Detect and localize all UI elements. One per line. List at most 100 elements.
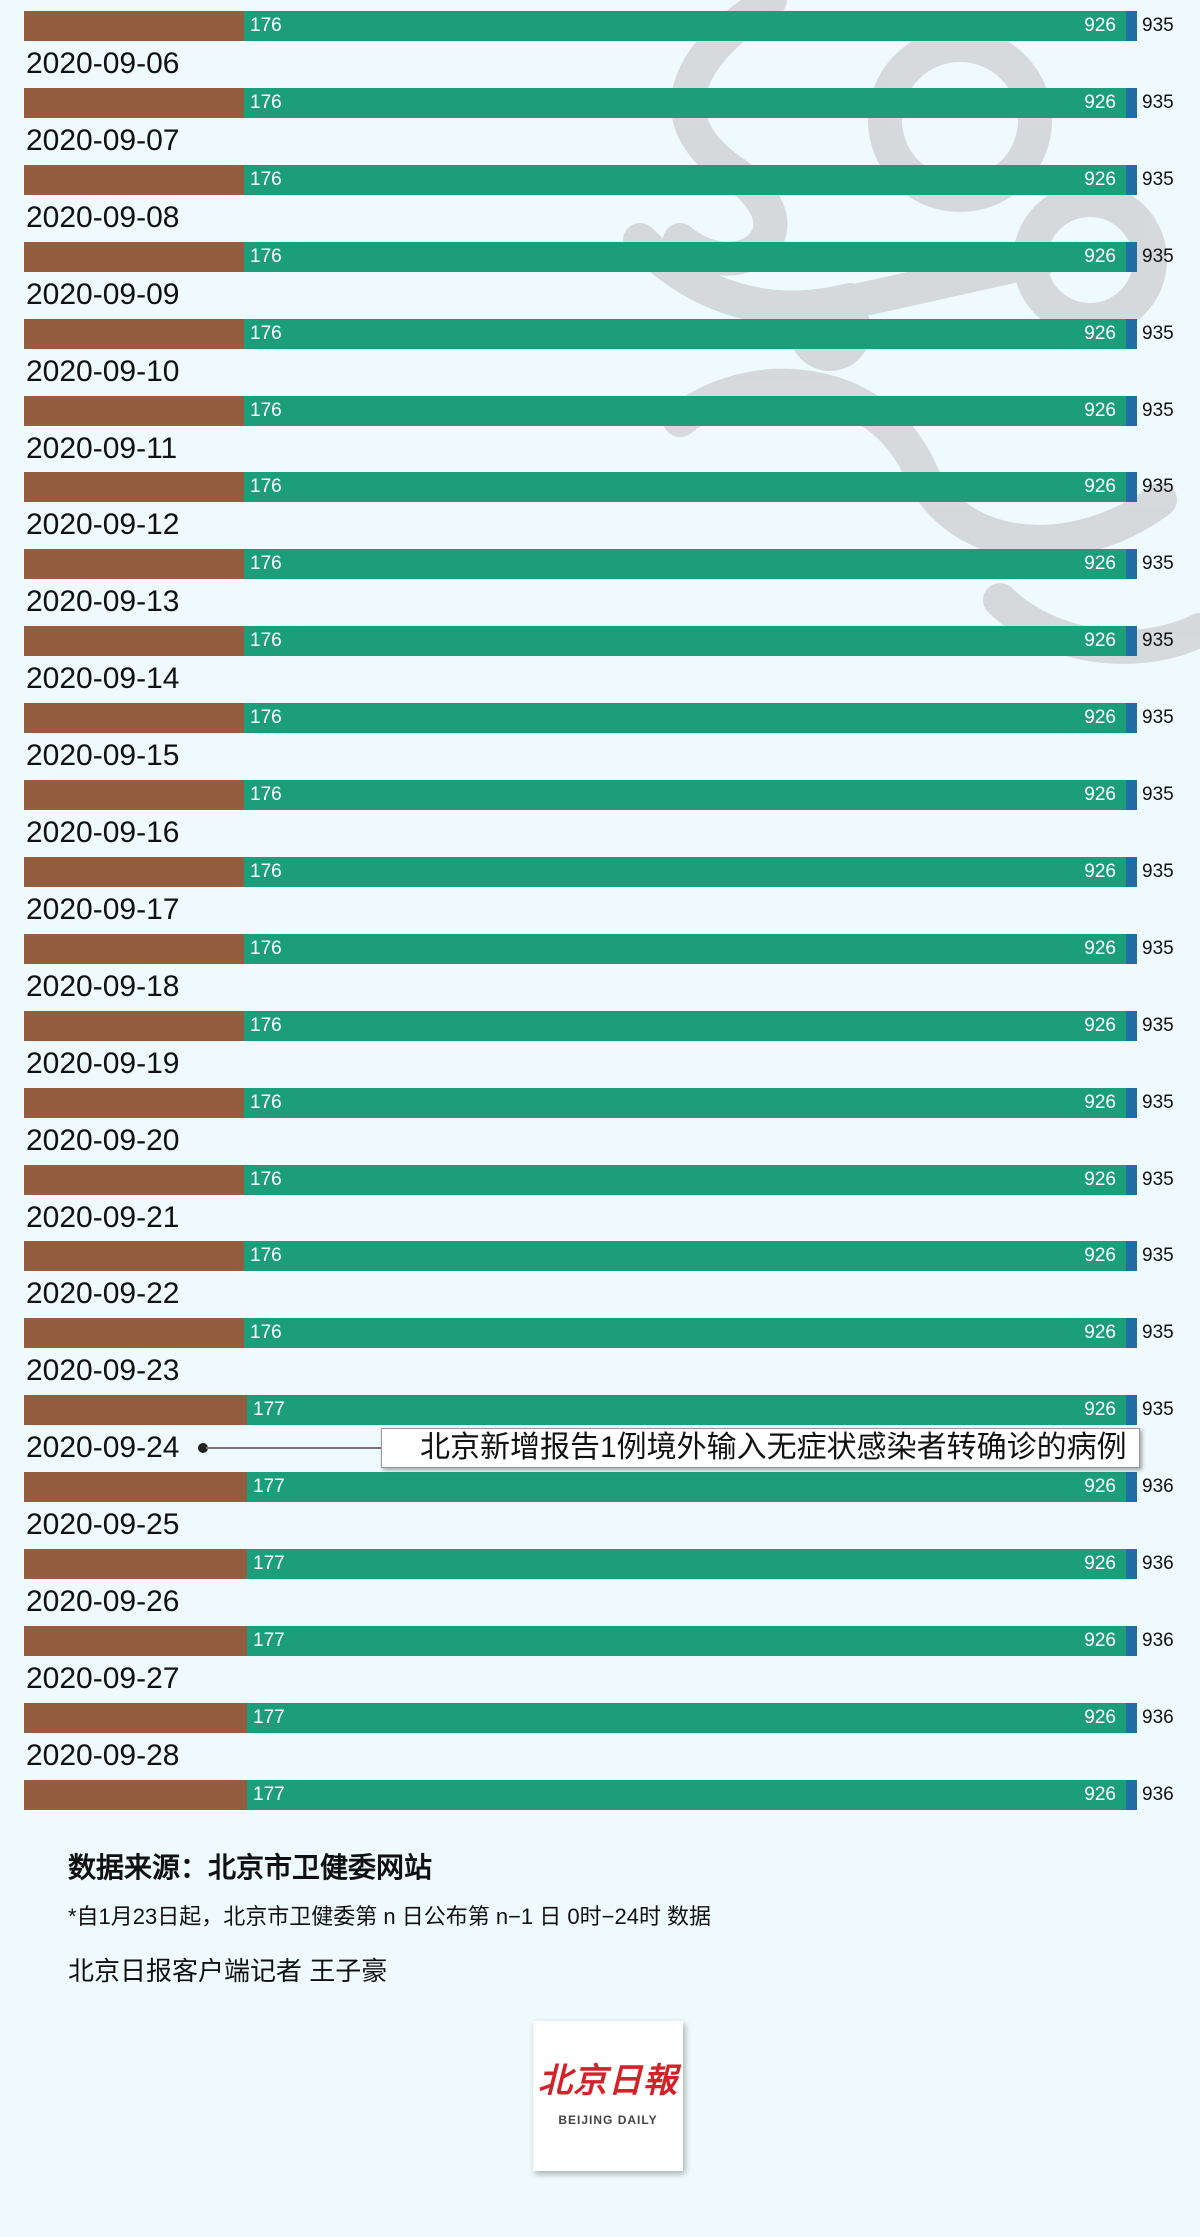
bar-total-label: 935 [1142, 1014, 1174, 1036]
bar-segment-blue [1126, 395, 1137, 426]
bar-segment-brown [24, 1779, 247, 1810]
date-label: 2020-09-18 [26, 969, 180, 1003]
bar-segment-brown [24, 1010, 244, 1041]
bar-value-label: 177 [253, 1399, 285, 1421]
bar-segment-brown [24, 1702, 247, 1733]
bar-segment-green [244, 1087, 1126, 1118]
bar-segment-brown [24, 1625, 247, 1656]
bar-segment-brown [24, 933, 244, 964]
stacked-bar: 177 926 936 [24, 1702, 1174, 1733]
bar-value-label: 926 [1084, 937, 1116, 959]
bar-value-label: 176 [250, 630, 282, 652]
bar-total-label: 936 [1142, 1706, 1174, 1728]
bar-value-label: 177 [253, 1783, 285, 1805]
bar-segment-brown [24, 856, 244, 887]
bar-segment-green [244, 318, 1126, 349]
bar-segment-green [244, 11, 1126, 41]
bar-total-label: 935 [1142, 630, 1174, 652]
bar-value-label: 176 [250, 1168, 282, 1190]
stacked-bar: 176 926 935 [24, 318, 1174, 349]
bar-value-label: 926 [1084, 707, 1116, 729]
bar-total-label: 935 [1142, 1245, 1174, 1267]
bar-total-label: 936 [1142, 1553, 1174, 1574]
bar-segment-green [247, 1625, 1126, 1656]
bar-value-label: 176 [250, 860, 282, 882]
date-label: 2020-09-13 [26, 585, 180, 619]
annotation-leader-line [206, 1447, 382, 1450]
bar-segment-brown [24, 87, 244, 118]
bar-total-label: 936 [1142, 1476, 1174, 1498]
stacked-bar: 177 926 936 [24, 1625, 1174, 1656]
bar-value-label: 926 [1084, 1399, 1116, 1421]
bar-segment-brown [24, 11, 244, 41]
bar-value-label: 176 [250, 15, 282, 36]
stacked-bar: 176 926 935 [24, 780, 1174, 810]
bar-value-label: 177 [253, 1706, 285, 1728]
bar-value-label: 177 [253, 1629, 285, 1651]
bar-segment-green [244, 933, 1126, 964]
bar-total-label: 935 [1142, 707, 1174, 729]
stacked-bar: 176 926 935 [24, 549, 1174, 580]
bar-segment-brown [24, 318, 244, 349]
bar-segment-brown [24, 549, 244, 580]
bar-segment-brown [24, 1318, 244, 1349]
date-label: 2020-09-16 [26, 816, 180, 849]
bar-segment-green [247, 1472, 1126, 1503]
bar-value-label: 926 [1084, 476, 1116, 498]
bar-value-label: 177 [253, 1476, 285, 1498]
bar-segment-green [247, 1779, 1126, 1810]
bar-segment-blue [1126, 241, 1137, 272]
bar-total-label: 935 [1142, 322, 1174, 344]
stacked-bar: 176 926 935 [24, 1241, 1174, 1272]
bar-segment-green [244, 241, 1126, 272]
bar-value-label: 926 [1084, 322, 1116, 344]
bar-value-label: 176 [250, 1322, 282, 1344]
bar-value-label: 176 [250, 1245, 282, 1267]
stacked-bar: 176 926 935 [24, 11, 1174, 41]
bar-value-label: 926 [1084, 1706, 1116, 1728]
stacked-bar: 176 926 935 [24, 1010, 1174, 1041]
bar-value-label: 926 [1084, 91, 1116, 113]
bar-segment-green [244, 703, 1126, 734]
bar-value-label: 176 [250, 1014, 282, 1036]
bar-value-label: 926 [1084, 860, 1116, 882]
bar-value-label: 926 [1084, 1091, 1116, 1113]
bar-segment-blue [1126, 1779, 1137, 1810]
bar-value-label: 177 [253, 1553, 285, 1574]
stacked-bar: 176 926 935 [24, 933, 1174, 964]
bar-value-label: 176 [250, 91, 282, 113]
bar-segment-brown [24, 780, 244, 810]
date-label: 2020-09-14 [26, 662, 180, 696]
bar-value-label: 176 [250, 168, 282, 190]
beijing-daily-logo: 北京日報 BEIJING DAILY [533, 2021, 683, 2171]
bar-value-label: 176 [250, 553, 282, 575]
date-label: 2020-09-07 [26, 123, 180, 157]
bar-segment-blue [1126, 11, 1137, 41]
bar-value-label: 926 [1084, 1553, 1116, 1574]
bar-value-label: 926 [1084, 168, 1116, 190]
reporter-credit: 北京日报客户端记者 王子豪 [68, 1956, 388, 1986]
stacked-bar: 176 926 935 [24, 856, 1174, 887]
bar-segment-green [247, 1549, 1126, 1579]
data-source-text: 数据来源：北京市卫健委网站 [68, 1852, 433, 1883]
bar-total-label: 936 [1142, 1783, 1174, 1805]
date-label: 2020-09-23 [26, 1354, 180, 1388]
bar-segment-blue [1126, 703, 1137, 734]
date-label: 2020-09-10 [26, 354, 180, 388]
logo-english-wordmark: BEIJING DAILY [558, 2113, 658, 2127]
bar-value-label: 926 [1084, 784, 1116, 805]
bar-segment-green [244, 164, 1126, 195]
bar-segment-blue [1126, 164, 1137, 195]
bar-total-label: 935 [1142, 1091, 1174, 1113]
annotation-dot [198, 1443, 208, 1454]
bar-segment-brown [24, 472, 244, 503]
bar-value-label: 176 [250, 399, 282, 421]
bar-segment-brown [24, 164, 244, 195]
bar-segment-green [244, 87, 1126, 118]
bar-segment-blue [1126, 1395, 1137, 1426]
stacked-bar: 177 926 936 [24, 1472, 1174, 1503]
bar-segment-green [244, 856, 1126, 887]
bar-segment-blue [1126, 1625, 1137, 1656]
bar-segment-blue [1126, 318, 1137, 349]
bar-value-label: 176 [250, 707, 282, 729]
